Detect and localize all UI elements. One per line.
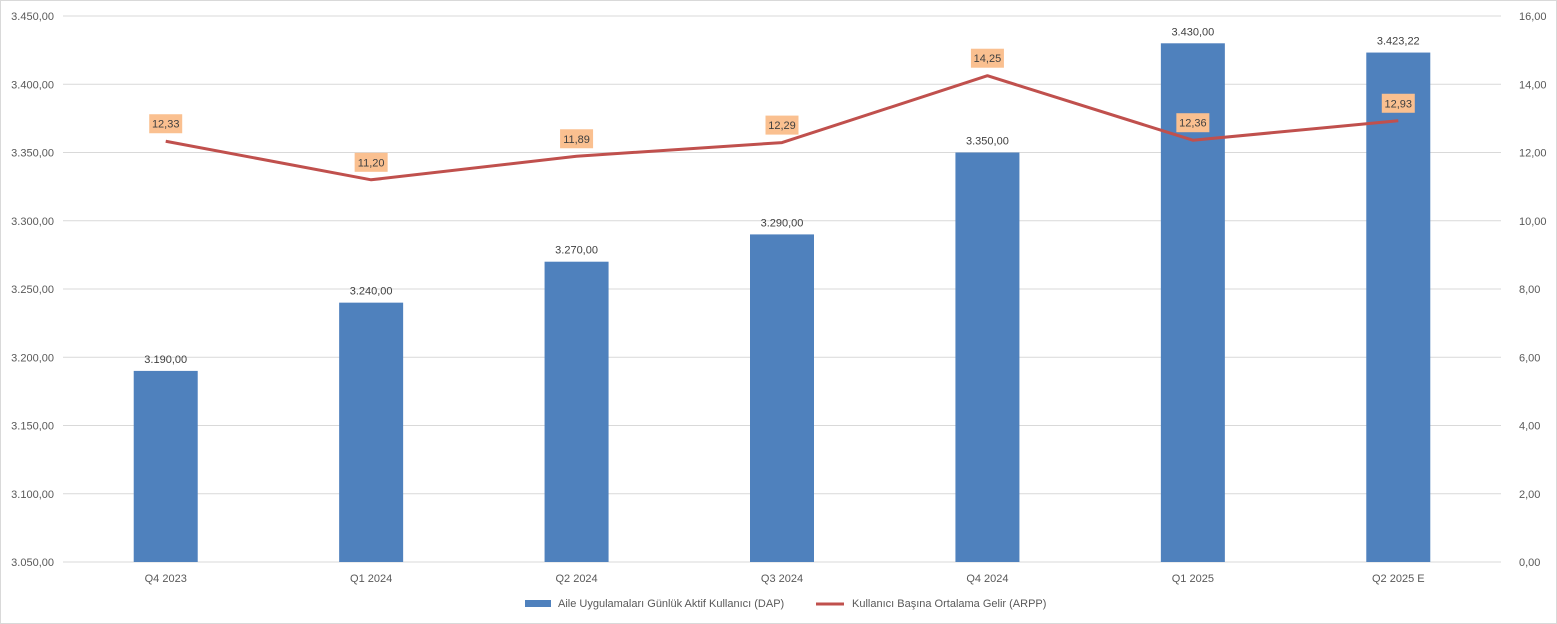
line-series: 12,33 11,20 11,89 12,29 14,25 12,36 12,93 [149, 48, 1415, 182]
line-data-label: 11,20 [358, 157, 385, 169]
bar-data-label: 3.423,22 [1377, 36, 1420, 48]
right-tick-label: 12,00 [1519, 148, 1547, 160]
legend: Aile Uygulamaları Günlük Aktif Kullanıcı… [525, 598, 1046, 610]
left-tick-label: 3.400,00 [11, 79, 54, 91]
line-data-label-box [560, 129, 594, 149]
bar [750, 234, 814, 562]
right-tick-label: 16,00 [1519, 11, 1547, 23]
line-data-label: 12,29 [768, 120, 796, 132]
right-axis: 0,00 2,00 4,00 6,00 8,00 10,00 12,00 14,00 16,00 [1519, 11, 1547, 569]
legend-swatch-bars [525, 600, 551, 607]
bar [1366, 52, 1431, 563]
left-tick-label: 3.450,00 [11, 11, 54, 23]
category-label: Q1 2024 [350, 573, 392, 585]
right-tick-label: 4,00 [1519, 421, 1540, 433]
left-tick-label: 3.300,00 [11, 216, 54, 228]
right-tick-label: 10,00 [1519, 216, 1547, 228]
line-data-label-box [354, 152, 388, 172]
line-data-label-box [970, 48, 1004, 68]
line-data-label: 14,25 [974, 53, 1002, 65]
right-tick-label: 2,00 [1519, 489, 1540, 501]
category-axis: Q4 2023 Q1 2024 Q2 2024 Q3 2024 Q4 2024 Q1 20… [145, 573, 1425, 585]
category-label: Q2 2024 [555, 573, 597, 585]
left-tick-label: 3.050,00 [11, 557, 54, 569]
left-tick-label: 3.100,00 [11, 489, 54, 501]
bar-data-label: 3.350,00 [966, 136, 1009, 148]
line-data-label-box [149, 114, 183, 134]
category-label: Q2 2025 E [1372, 573, 1425, 585]
bar [133, 370, 198, 562]
category-label: Q3 2024 [761, 573, 803, 585]
left-tick-label: 3.150,00 [11, 421, 54, 433]
bar-series: 3.190,00 3.240,00 3.270,00 3.290,00 3.350,00… [133, 26, 1431, 563]
bar [955, 152, 1020, 562]
legend-label-bars: Aile Uygulamaları Günlük Aktif Kullanıcı… [558, 598, 784, 610]
bar-data-label: 3.190,00 [144, 354, 187, 366]
line-data-label-box [1176, 113, 1210, 133]
bar-data-label: 3.270,00 [555, 245, 598, 257]
bar [339, 302, 404, 562]
series-line [165, 74, 1399, 182]
right-tick-label: 6,00 [1519, 352, 1540, 364]
left-tick-label: 3.350,00 [11, 148, 54, 160]
line-data-label: 12,93 [1385, 98, 1413, 110]
line-data-label-box [1381, 93, 1415, 113]
line-data-label: 11,89 [563, 134, 590, 146]
line-data-label: 12,36 [1179, 118, 1207, 130]
left-axis: 3.050,00 3.100,00 3.150,00 3.200,00 3.250,00… [11, 11, 54, 569]
bar-data-label: 3.290,00 [761, 217, 804, 229]
line-data-label-box [765, 115, 799, 135]
right-tick-label: 0,00 [1519, 557, 1540, 569]
right-tick-label: 8,00 [1519, 284, 1540, 296]
line-data-label: 12,33 [152, 119, 180, 131]
bar-data-label: 3.240,00 [350, 286, 393, 298]
left-tick-label: 3.200,00 [11, 352, 54, 364]
legend-label-line: Kullanıcı Başına Ortalama Gelir (ARPP) [852, 598, 1046, 610]
bar [544, 261, 609, 562]
left-tick-label: 3.250,00 [11, 284, 54, 296]
right-tick-label: 14,00 [1519, 79, 1547, 91]
category-label: Q4 2023 [145, 573, 187, 585]
category-label: Q4 2024 [966, 573, 1008, 585]
bar-data-label: 3.430,00 [1171, 26, 1214, 38]
category-label: Q1 2025 [1172, 573, 1214, 585]
